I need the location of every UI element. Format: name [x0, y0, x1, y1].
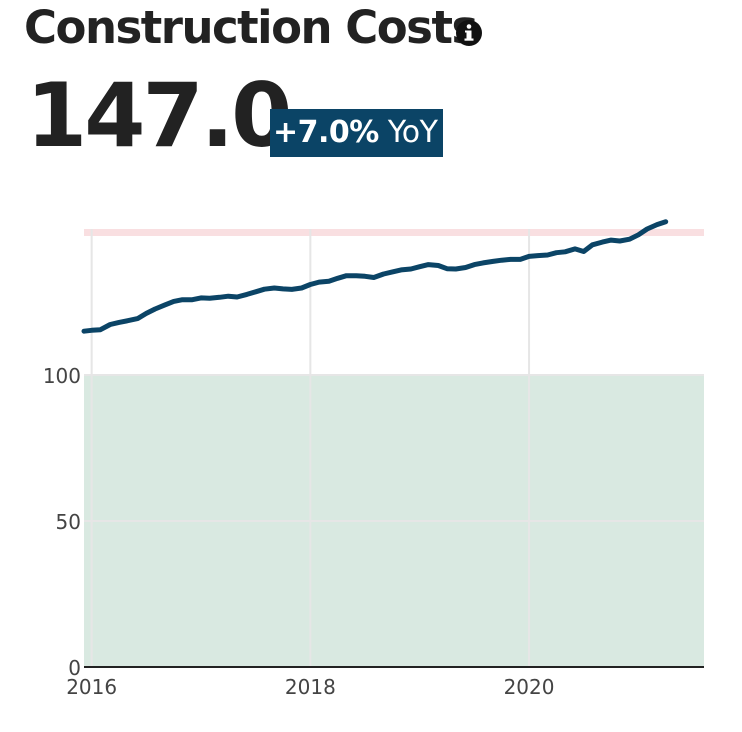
series-line-0 — [81, 219, 669, 334]
x-tick-label: 2018 — [285, 675, 336, 699]
yoy-change-badge: +7.0% YoY — [270, 109, 444, 157]
y-tick-label: 50 — [56, 510, 81, 534]
x-tick-label: 2016 — [66, 675, 117, 699]
y-tick-label: 0 — [68, 656, 81, 680]
current-value: 147.0 — [26, 64, 292, 167]
y-tick-label: 100 — [43, 364, 81, 388]
yoy-change-value: +7.0% — [273, 115, 379, 150]
threshold-band-1 — [84, 229, 704, 237]
info-circle-icon[interactable] — [455, 19, 483, 47]
chart-title: Construction Costs — [24, 1, 478, 54]
x-tick-label: 2020 — [504, 675, 555, 699]
yoy-change-suffix: YoY — [387, 115, 438, 150]
